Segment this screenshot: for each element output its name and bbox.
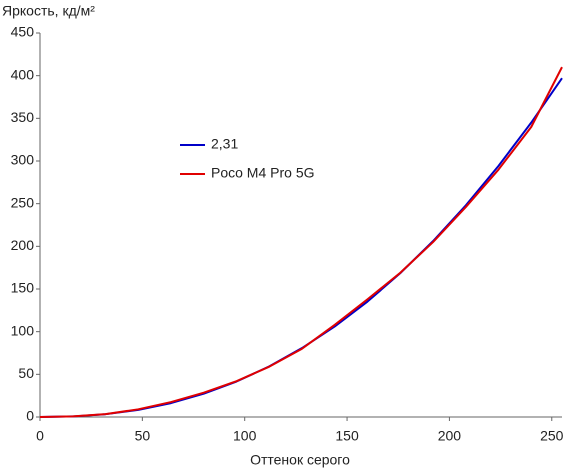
y-tick-label: 300	[11, 152, 35, 168]
x-tick-label: 100	[233, 428, 257, 444]
y-tick-label: 100	[11, 322, 35, 338]
y-tick-label: 50	[18, 365, 34, 381]
x-tick-label: 50	[135, 428, 151, 444]
legend-label: 2,31	[211, 136, 238, 152]
x-tick-label: 250	[540, 428, 563, 444]
y-axis-label: Яркость, кд/м²	[2, 3, 95, 19]
legend-label: Poco M4 Pro 5G	[211, 165, 315, 181]
y-tick-label: 350	[11, 109, 35, 125]
x-tick-label: 0	[36, 428, 44, 444]
x-axis-label: Оттенок серого	[250, 452, 350, 468]
x-tick-label: 150	[335, 428, 359, 444]
series-line	[39, 66, 563, 418]
series-line	[39, 77, 563, 418]
x-tick-label: 200	[438, 428, 462, 444]
y-tick-label: 150	[11, 280, 35, 296]
y-tick-label: 450	[11, 24, 35, 40]
y-tick-label: 200	[11, 237, 35, 253]
y-tick-label: 250	[11, 194, 35, 210]
y-tick-label: 400	[11, 66, 35, 82]
y-tick-label: 0	[26, 408, 34, 424]
